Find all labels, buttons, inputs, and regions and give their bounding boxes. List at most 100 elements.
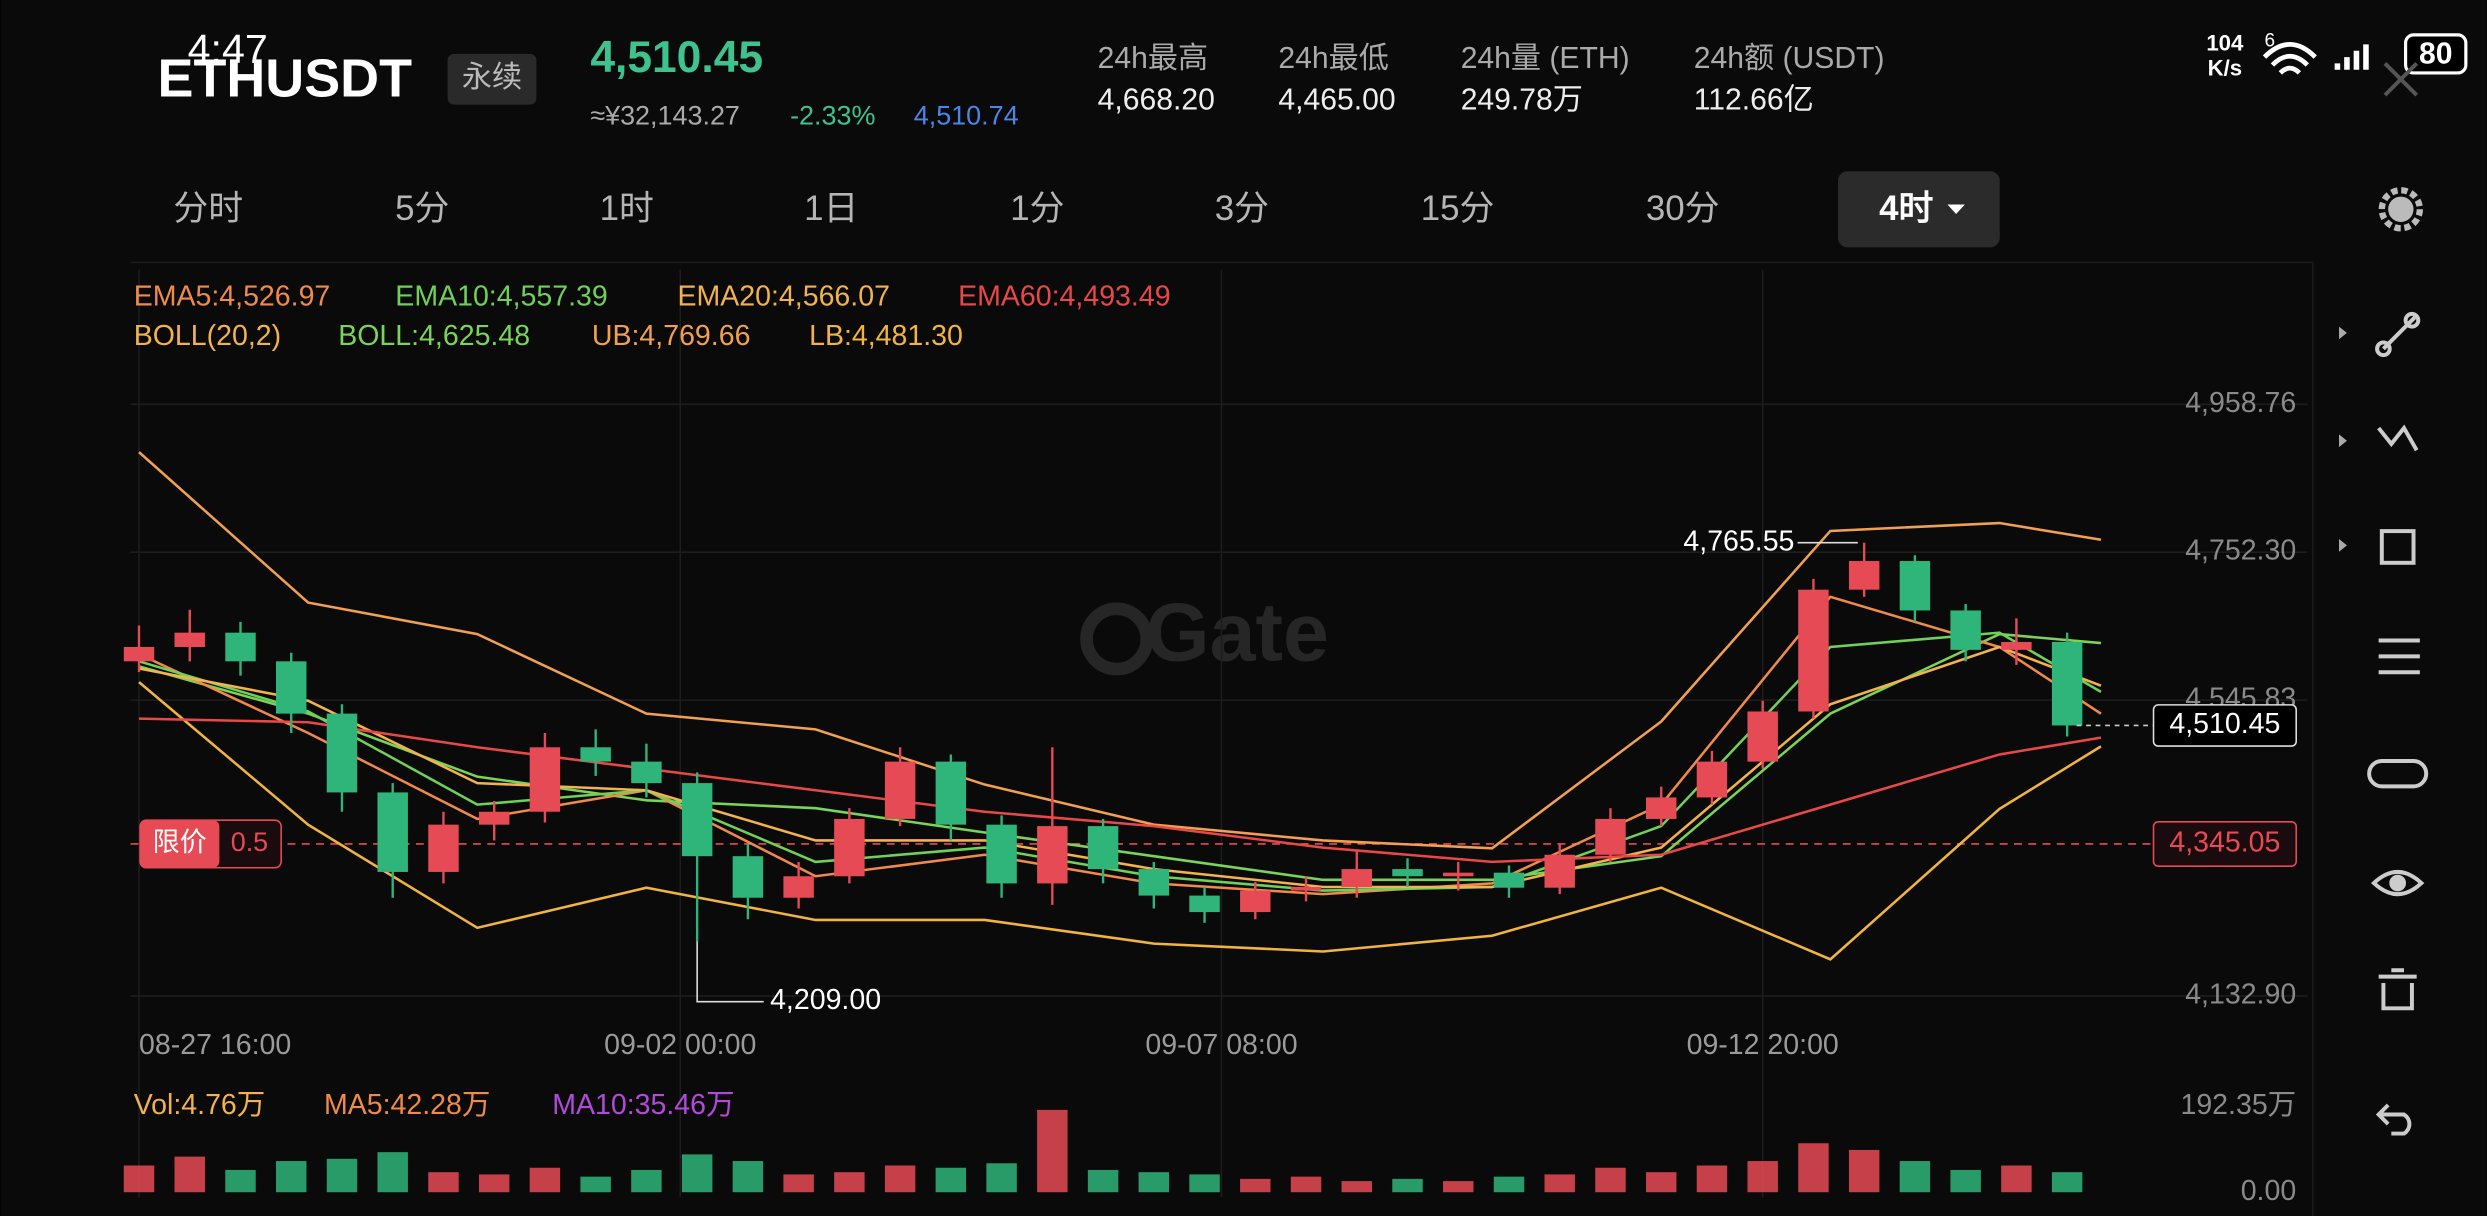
candle-body — [783, 876, 814, 898]
y-tick-label: 4,958.76 — [2185, 387, 2296, 419]
tab[interactable]: 1分 — [1010, 189, 1064, 228]
toolbar-divider — [2312, 261, 2314, 1216]
volume-bar — [1950, 1169, 1981, 1193]
tab[interactable]: 15分 — [1421, 189, 1495, 228]
stat-value: 112.66亿 — [1694, 83, 1814, 116]
candle-body — [1696, 761, 1728, 798]
tab[interactable]: 分时 — [173, 189, 243, 228]
contract-tag — [447, 53, 537, 105]
candle-body — [225, 632, 256, 662]
volume-bar — [884, 1165, 916, 1193]
limit-label[interactable]: 限价 — [153, 827, 207, 857]
delete-tool[interactable] — [2378, 968, 2417, 1011]
mark-price: 4,510.74 — [914, 100, 1019, 130]
settings[interactable] — [2388, 196, 2414, 222]
divider — [130, 261, 2313, 264]
boll-legend: UB:4,769.66 — [592, 320, 751, 352]
low-label: 4,209.00 — [770, 984, 881, 1016]
close-icon[interactable] — [2383, 62, 2419, 97]
stat-label: 24h最低 — [1278, 42, 1388, 75]
undo-tool[interactable] — [2375, 1103, 2412, 1136]
volume-bar — [1696, 1165, 1728, 1193]
candle-body — [681, 783, 713, 857]
tab[interactable]: 3分 — [1215, 189, 1269, 228]
volume-bar — [1443, 1181, 1474, 1193]
toolbar — [2339, 187, 2429, 1136]
candle-body — [123, 646, 155, 662]
stat-label: 24h最高 — [1098, 42, 1208, 75]
candle-body — [1950, 610, 1981, 650]
tab[interactable]: 1日 — [804, 189, 858, 228]
candle-body — [732, 856, 764, 898]
candle-body — [326, 713, 358, 793]
limit-tag-head — [140, 820, 220, 868]
boll-legend: BOLL(20,2) — [134, 320, 281, 352]
wave-tool[interactable] — [2377, 424, 2419, 452]
candle-body — [1595, 818, 1626, 855]
stat-label: 24h量 (ETH) — [1461, 42, 1630, 75]
boll-line — [138, 681, 2102, 961]
candle-body — [1240, 890, 1271, 913]
shape-tool[interactable] — [2379, 529, 2416, 565]
x-tick-label: 08-27 16:00 — [139, 1029, 291, 1061]
volume-bar — [580, 1176, 611, 1193]
candle-body — [529, 747, 561, 812]
x-tick-label: 09-12 20:00 — [1687, 1029, 1839, 1061]
candle-body — [1392, 869, 1423, 877]
tab[interactable]: 5分 — [395, 189, 449, 228]
volume-bar — [1747, 1161, 1778, 1193]
ema-legend: EMA10:4,557.39 — [395, 281, 607, 313]
candle-body — [1443, 872, 1474, 877]
volume-legend: MA5:42.28万 — [324, 1089, 490, 1121]
volume-bar — [1798, 1143, 1829, 1193]
net-speed: 104 — [2206, 30, 2244, 55]
boll-line — [138, 632, 2102, 882]
lines-line — [138, 717, 2102, 864]
candle-body — [1544, 854, 1575, 888]
fib-tool[interactable] — [2378, 638, 2420, 675]
volume-bar — [1645, 1172, 1677, 1193]
volume-bar — [1341, 1181, 1372, 1193]
candle-body — [428, 824, 459, 872]
candle-body — [1645, 797, 1677, 819]
volume-bar — [935, 1167, 967, 1193]
volume-bar — [2051, 1172, 2083, 1193]
last-price-box — [2152, 704, 2297, 747]
candle-body — [174, 632, 205, 647]
stat-value: 249.78万 — [1461, 83, 1583, 116]
tab[interactable]: 4时 — [1879, 189, 1933, 228]
visibility-tool[interactable] — [2370, 870, 2425, 897]
volume-tick-label: 192.35万 — [2180, 1089, 2296, 1121]
volume-bar — [276, 1161, 307, 1193]
tab[interactable]: 30分 — [1646, 189, 1720, 228]
volume-bar — [631, 1169, 662, 1193]
cny-price: ≈¥32,143.27 — [590, 100, 740, 130]
x-tick-label: 09-02 00:00 — [604, 1029, 756, 1061]
y-tick-label: 4,132.90 — [2185, 978, 2296, 1010]
indicator-tool[interactable] — [2367, 759, 2429, 789]
candle-body — [2051, 641, 2083, 726]
battery-level: 80 — [2419, 37, 2453, 70]
candle-body — [377, 792, 408, 872]
volume-bar — [225, 1169, 256, 1193]
volume-bar — [529, 1167, 561, 1193]
volume-bar — [1037, 1109, 1068, 1193]
change: -2.33% — [790, 100, 875, 130]
candle-body — [1899, 561, 1931, 611]
candle-body — [631, 761, 662, 784]
contract: 永续 — [462, 61, 522, 94]
stat-label: 24h额 (USDT) — [1694, 42, 1885, 75]
content: 24h最高 4,668.20 24h最低 4,465.00 24h量 (ETH) 249.… — [123, 42, 2308, 1207]
high-label: 4,765.55 — [1683, 525, 1794, 557]
volume-bar — [2001, 1165, 2032, 1193]
volume-bar — [1138, 1172, 1170, 1193]
net-unit: K/s — [2208, 56, 2243, 81]
limit-price: 4,345.05 — [2169, 827, 2280, 859]
volume-bar — [1290, 1176, 1322, 1193]
volume-bar — [478, 1174, 510, 1193]
tab[interactable]: 1时 — [600, 189, 654, 228]
battery — [2404, 33, 2468, 75]
volume-bar — [1392, 1178, 1423, 1193]
